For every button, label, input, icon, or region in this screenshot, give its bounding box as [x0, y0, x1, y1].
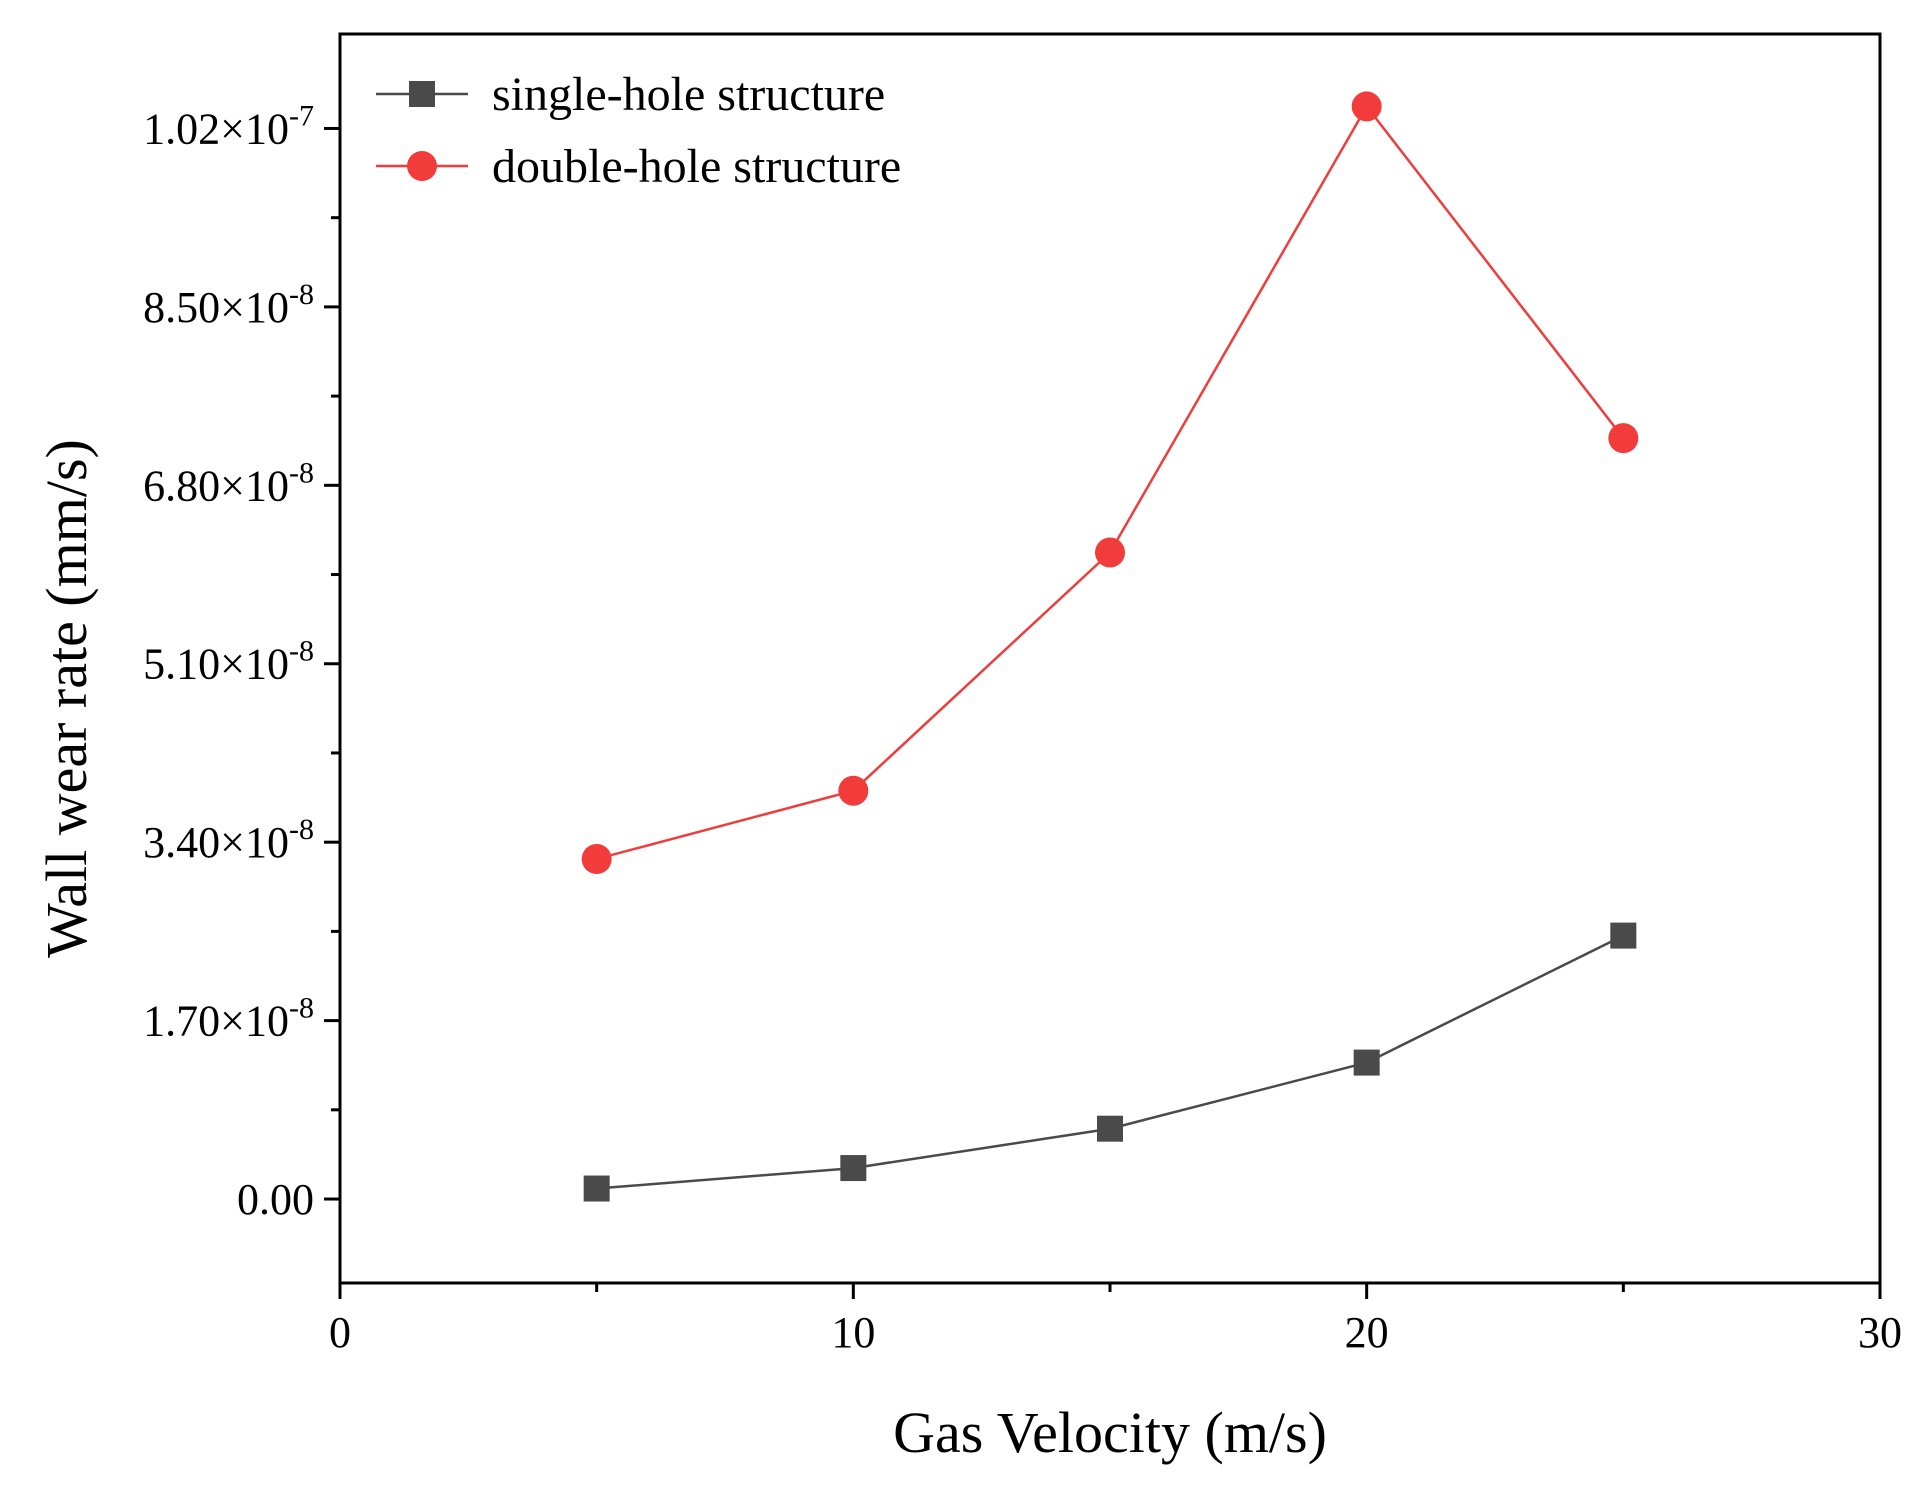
y-tick-label: 6.80×10-8: [143, 456, 314, 510]
axis-tick-labels: 0 10 20 30 0.00 1.70×10-8 3.40×10-8 5.10×10-8 6.…: [143, 99, 1902, 1357]
y-tick-label: 1.70×10-8: [143, 992, 314, 1046]
data-point-circle: [1095, 537, 1125, 568]
x-tick-label: 30: [1858, 1308, 1902, 1357]
data-point-circle: [1608, 423, 1639, 454]
legend-item: double-hole structure: [376, 140, 901, 193]
legend-label: single-hole structure: [492, 68, 885, 121]
legend: single-hole structure double-hole structu…: [376, 68, 901, 193]
series-line: [596, 934, 1624, 1190]
legend-item: single-hole structure: [376, 68, 885, 121]
y-tick-label: 5.10×10-8: [143, 635, 314, 689]
y-tick-label: 8.50×10-8: [143, 278, 314, 332]
y-axis-title: Wall wear rate (mm/s): [34, 439, 99, 958]
x-tick-label: 10: [831, 1308, 875, 1357]
x-axis-title: Gas Velocity (m/s): [893, 1400, 1327, 1465]
legend-marker-circle: [407, 151, 437, 181]
y-tick-label: 0.00: [237, 1175, 314, 1224]
x-tick-label: 0: [329, 1308, 351, 1357]
x-tick-label: 20: [1345, 1308, 1389, 1357]
series-2: [581, 91, 1639, 874]
data-point-square: [1610, 922, 1637, 949]
plot-frame: [338, 32, 1882, 1285]
data-point-circle: [581, 843, 612, 874]
y-tick-label: 3.40×10-8: [143, 813, 314, 867]
data-point-square: [583, 1175, 610, 1202]
y-tick-label: 1.02×10-7: [143, 99, 314, 153]
series-1: [583, 922, 1637, 1202]
legend-marker-square: [409, 81, 435, 107]
data-point-square: [1097, 1115, 1123, 1142]
data-point-square: [1353, 1049, 1380, 1076]
data-point-circle: [1351, 91, 1382, 122]
series-line: [596, 104, 1625, 861]
data-point-square: [840, 1155, 867, 1182]
data-point-circle: [838, 775, 869, 806]
legend-label: double-hole structure: [492, 140, 901, 193]
plot-series: [581, 91, 1639, 1202]
